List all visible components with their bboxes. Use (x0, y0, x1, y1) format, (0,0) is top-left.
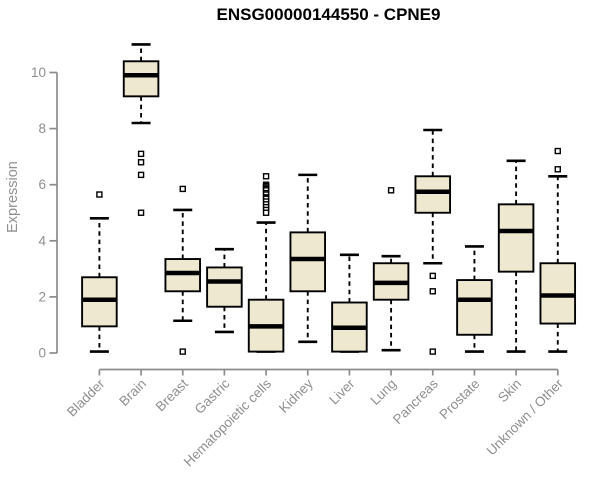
boxplot-brain (122, 43, 160, 216)
outlier-point (96, 191, 103, 198)
outlier-point (387, 187, 395, 194)
x-tick-label-gastric: Gastric (192, 376, 233, 417)
y-tick-label: 6 (38, 177, 46, 192)
y-tick-label: 10 (31, 65, 46, 80)
outlier-point (137, 159, 145, 166)
y-tick-label: 8 (38, 121, 46, 136)
x-tick-label-pancreas: Pancreas (390, 376, 441, 427)
y-tick-label: 0 (38, 346, 46, 361)
boxplot-breast (164, 185, 201, 355)
x-tick-label-lung: Lung (367, 376, 399, 408)
outlier-point (262, 173, 270, 180)
boxplot-lung (372, 187, 410, 352)
y-axis: 0 2 4 6 8 10 (31, 65, 58, 361)
outlier-point (179, 348, 186, 355)
y-tick-label: 4 (38, 233, 46, 248)
iqr-box (206, 266, 243, 308)
boxplot-pancreas (414, 128, 452, 355)
boxplot-hematopoietic-cells (247, 173, 285, 353)
outlier-point (554, 147, 561, 155)
x-tick-label-kidney: Kidney (276, 376, 316, 416)
chart-title: ENSG00000144550 - CPNE9 (216, 5, 441, 24)
x-tick-label-skin: Skin (495, 376, 524, 405)
boxplot-unknown-other (539, 147, 577, 353)
boxplot-prostate (456, 245, 493, 353)
outlier-point (137, 150, 145, 158)
outlier-point (429, 348, 436, 355)
x-tick-label-liver: Liver (326, 376, 358, 408)
boxplot-liver (331, 253, 368, 353)
x-tick-label-prostate: Prostate (436, 376, 482, 422)
outlier-point (137, 209, 145, 216)
outlier-point (179, 185, 186, 193)
x-tick-label-breast: Breast (153, 376, 191, 414)
x-tick-label-bladder: Bladder (64, 376, 108, 420)
outlier-point (262, 209, 270, 216)
iqr-box (456, 279, 493, 336)
iqr-box (289, 231, 327, 293)
x-tick-label-unknown-other: Unknown / Other (484, 376, 567, 459)
outlier-point (429, 288, 436, 295)
outlier-point (429, 272, 436, 280)
boxplot-skin (497, 159, 535, 353)
boxplot-kidney (289, 173, 327, 344)
outlier-point (137, 171, 145, 179)
y-tick-label: 2 (38, 289, 46, 304)
outlier-point (554, 166, 561, 173)
iqr-box (497, 203, 535, 273)
x-tick-label-brain: Brain (116, 376, 149, 409)
boxplot-bladder (81, 191, 118, 353)
iqr-box (122, 60, 160, 98)
boxplot-gastric (206, 247, 243, 334)
iqr-box (414, 175, 452, 214)
